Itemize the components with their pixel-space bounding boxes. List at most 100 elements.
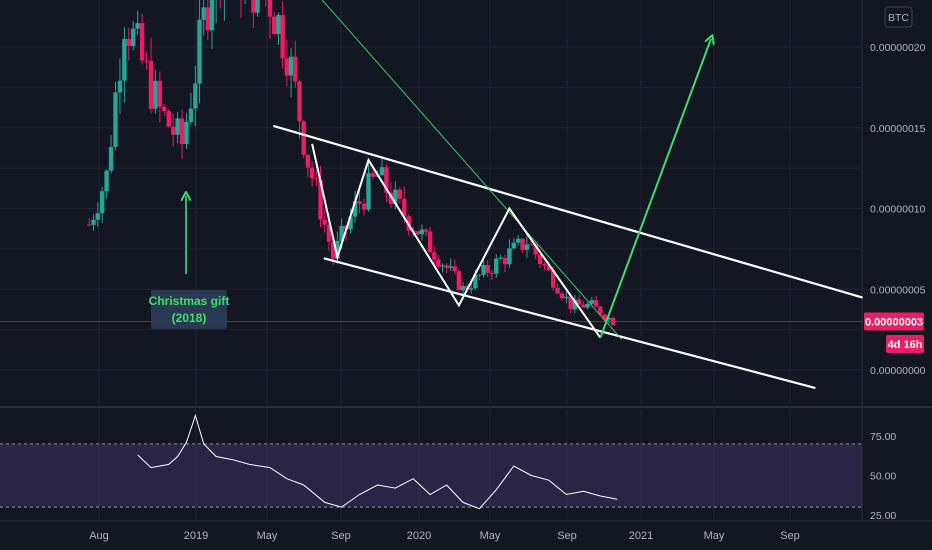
candle-body-47 xyxy=(288,56,294,76)
candle-body-115 xyxy=(581,304,586,308)
candle-body-23 xyxy=(188,108,194,122)
time-axis-label-9: Sep xyxy=(780,530,800,542)
candle-body-65 xyxy=(366,173,371,210)
main-pane-background xyxy=(0,0,862,405)
candle-body-55 xyxy=(322,219,327,225)
main-gridlines xyxy=(0,0,862,405)
last-price-value: 0.00000003 xyxy=(865,317,923,329)
candle-body-104 xyxy=(533,244,538,255)
candle-body-106 xyxy=(542,263,547,266)
candle-body-111 xyxy=(564,296,569,299)
candle-body-72 xyxy=(397,189,403,199)
rsi-axis-labels: 75.00 50.00 25.00 xyxy=(870,431,896,522)
candle-body-4 xyxy=(104,170,109,192)
candle-body-18 xyxy=(166,111,171,127)
candle-body-83 xyxy=(444,265,449,268)
candle-body-102 xyxy=(524,244,530,250)
candle-body-22 xyxy=(184,121,189,145)
candle-body-9 xyxy=(126,38,131,47)
candle-body-48 xyxy=(293,56,298,82)
candle-body-10 xyxy=(131,28,136,47)
time-axis-label-8: May xyxy=(704,530,725,542)
candle-body-113 xyxy=(572,299,578,310)
candle-body-45 xyxy=(280,15,285,59)
candle-body-52 xyxy=(309,167,315,179)
candle-body-86 xyxy=(456,271,462,291)
rsi-band xyxy=(0,443,862,508)
candle-body-103 xyxy=(529,244,534,246)
price-axis-label-2: 0.00000010 xyxy=(870,204,926,216)
bar-countdown: 4d 16h xyxy=(888,339,923,351)
candle-body-81 xyxy=(436,259,441,267)
candle-body-56 xyxy=(326,224,332,242)
christmas-gift-annotation[interactable]: Christmas gift (2018) xyxy=(149,196,230,329)
drawings-layer[interactable] xyxy=(273,0,863,389)
candle-body-21 xyxy=(179,118,185,145)
rsi-axis-label-0: 75.00 xyxy=(870,431,896,443)
candle-body-53 xyxy=(314,178,319,180)
candle-body-80 xyxy=(432,252,437,260)
channel-lower-line xyxy=(323,257,816,389)
candle-body-121 xyxy=(606,318,612,320)
candle-body-39 xyxy=(255,0,260,13)
price-axis-label-4: 0.00000000 xyxy=(870,365,926,377)
candle-body-114 xyxy=(576,299,582,305)
time-axis-label-5: May xyxy=(480,530,501,542)
candle-body-101 xyxy=(520,238,525,250)
candle-body-43 xyxy=(272,16,277,35)
time-axis-label-2: May xyxy=(257,530,278,542)
rsi-line xyxy=(137,413,618,510)
candle-body-2 xyxy=(95,213,100,220)
time-axis-label-0: Aug xyxy=(89,530,109,542)
candle-body-107 xyxy=(546,265,552,271)
annotation-line-1: Christmas gift xyxy=(149,294,230,308)
rsi-pane-background xyxy=(0,409,862,521)
candle-body-120 xyxy=(602,314,607,320)
candle-body-19 xyxy=(170,126,176,135)
candle-body-70 xyxy=(388,192,394,204)
price-axis-label-3: 0.00000005 xyxy=(870,284,926,296)
candle-body-98 xyxy=(507,248,512,265)
candle-body-54 xyxy=(318,179,323,220)
candle-body-93 xyxy=(485,265,490,273)
price-axis-label-1: 0.00000015 xyxy=(870,123,926,135)
candle-body-66 xyxy=(370,173,376,177)
currency-badge-label: BTC xyxy=(888,12,909,24)
candle-body-62 xyxy=(352,201,358,217)
candle-body-96 xyxy=(498,258,503,260)
candle-body-50 xyxy=(301,121,306,155)
channel-upper-line xyxy=(273,125,863,299)
candle-body-3 xyxy=(99,191,105,214)
candle-body-110 xyxy=(559,293,565,299)
candle-body-99 xyxy=(511,242,516,249)
annotation-box xyxy=(151,290,227,329)
candle-body-69 xyxy=(384,167,389,193)
candle-body-5 xyxy=(108,146,114,171)
candle-body-95 xyxy=(494,258,499,274)
zigzag-pattern xyxy=(311,143,602,339)
candle-body-42 xyxy=(267,0,273,17)
rsi-axis-label-2: 25.00 xyxy=(870,510,896,522)
candle-body-68 xyxy=(379,167,385,176)
time-axis-label-3: Sep xyxy=(331,530,351,542)
candle-body-89 xyxy=(469,288,474,290)
candle-body-49 xyxy=(297,81,302,122)
time-axis-label-4: 2020 xyxy=(407,530,431,542)
price-axis-label-0: 0.00000020 xyxy=(870,42,926,54)
candle-body-12 xyxy=(139,23,145,61)
currency-badge[interactable]: BTC xyxy=(884,6,913,28)
candle-body-11 xyxy=(135,23,140,29)
candle-body-118 xyxy=(593,300,599,307)
candle-body-119 xyxy=(598,306,603,315)
candle-body-71 xyxy=(393,189,398,204)
candle-body-87 xyxy=(460,285,466,291)
candle-body-8 xyxy=(122,38,127,81)
candle-body-13 xyxy=(144,60,149,62)
candle-body-20 xyxy=(175,118,180,135)
time-axis-label-7: 2021 xyxy=(629,530,653,542)
candle-body-38 xyxy=(251,0,256,13)
projection-arrow xyxy=(599,39,711,339)
candle-body-61 xyxy=(348,216,353,230)
price-axis-labels: 0.00000020 0.00000015 0.00000010 0.00000005… xyxy=(870,42,926,377)
